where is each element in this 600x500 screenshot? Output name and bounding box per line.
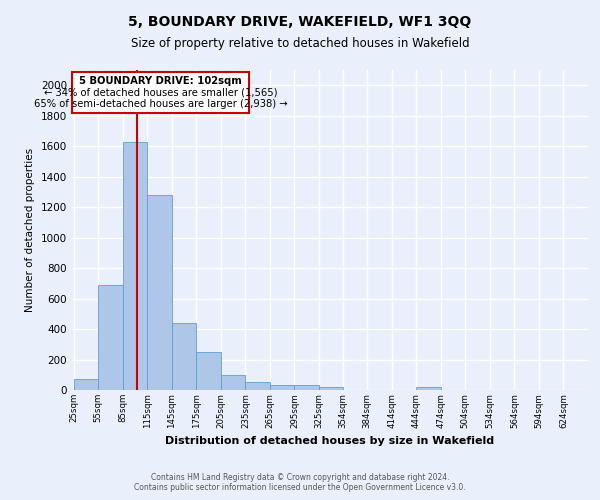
Text: 65% of semi-detached houses are larger (2,938) →: 65% of semi-detached houses are larger (… <box>34 99 287 109</box>
Bar <box>245 382 270 390</box>
Bar <box>123 142 147 390</box>
Bar <box>221 375 245 390</box>
Bar <box>295 386 319 390</box>
Text: 5 BOUNDARY DRIVE: 102sqm: 5 BOUNDARY DRIVE: 102sqm <box>79 76 242 86</box>
Bar <box>98 285 123 390</box>
Text: Size of property relative to detached houses in Wakefield: Size of property relative to detached ho… <box>131 38 469 51</box>
Y-axis label: Number of detached properties: Number of detached properties <box>25 148 35 312</box>
Bar <box>74 380 98 390</box>
Bar <box>319 388 343 390</box>
Bar <box>196 352 221 390</box>
X-axis label: Distribution of detached houses by size in Wakefield: Distribution of detached houses by size … <box>166 436 494 446</box>
Bar <box>172 323 196 390</box>
Bar <box>416 388 441 390</box>
Bar <box>270 386 295 390</box>
Text: Contains HM Land Registry data © Crown copyright and database right 2024.
Contai: Contains HM Land Registry data © Crown c… <box>134 473 466 492</box>
Text: ← 34% of detached houses are smaller (1,565): ← 34% of detached houses are smaller (1,… <box>44 88 277 98</box>
Text: 5, BOUNDARY DRIVE, WAKEFIELD, WF1 3QQ: 5, BOUNDARY DRIVE, WAKEFIELD, WF1 3QQ <box>128 15 472 29</box>
Bar <box>147 195 172 390</box>
FancyBboxPatch shape <box>72 72 250 112</box>
